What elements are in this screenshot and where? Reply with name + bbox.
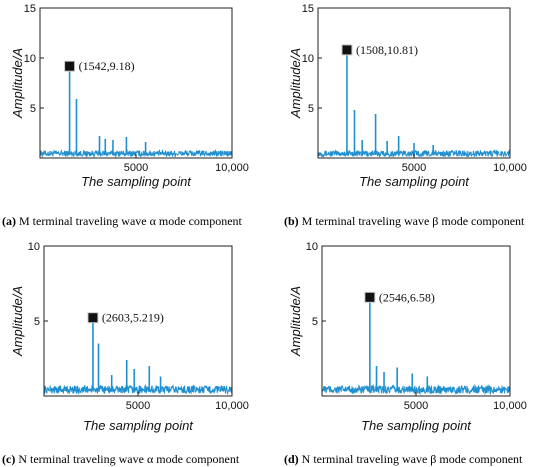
chart-b-ytick-label-1: 10 [302, 53, 314, 65]
chart-panel-d: 5000 10,000 5 10 The sampling point Amplitude… [288, 241, 527, 433]
chart-panel-b: 5000 10,000 5 10 15 The sampling point Amplitu… [288, 3, 527, 189]
chart-b-xtick-label-0: 5000 [402, 162, 426, 174]
chart-d-xtick-label-0: 5000 [404, 400, 428, 412]
caption-d: (d) N terminal traveling wave β mode com… [284, 452, 522, 467]
chart-d-peak-marker [364, 291, 376, 303]
chart-a-y-axis-label: Amplitude/A [10, 48, 25, 119]
chart-b-peak-marker [341, 44, 353, 56]
chart-d-xtick-label-1: 10,000 [493, 400, 527, 412]
chart-a-x-axis-label: The sampling point [81, 174, 192, 189]
chart-c-peak-label: (2603,5.219) [102, 311, 164, 325]
chart-d-plot-frame [321, 245, 511, 397]
chart-a-ytick-label-2: 15 [24, 3, 36, 15]
chart-d-ytick-label-0: 5 [312, 316, 318, 328]
caption-letter-d: (d) [284, 452, 299, 466]
chart-a-ytick-label-1: 10 [24, 53, 36, 65]
chart-d-peak-label: (2546,6.58) [379, 290, 435, 304]
chart-a-signal-trace [39, 148, 233, 159]
chart-c-ytick-label-1: 10 [28, 241, 40, 253]
chart-a-ytick-label-0: 5 [30, 103, 36, 115]
chart-d-y-axis-label: Amplitude/A [288, 286, 303, 357]
caption-letter-b: (b) [284, 214, 299, 228]
chart-b-xtick-label-1: 10,000 [493, 162, 527, 174]
caption-letter-a: (a) [2, 214, 16, 228]
caption-text-d: N terminal traveling wave β mode compone… [301, 452, 523, 466]
chart-b-peak-label: (1508,10.81) [356, 43, 418, 57]
caption-c: (c) N terminal traveling wave α mode com… [2, 452, 239, 467]
chart-panel-c: 5000 10,000 5 10 The sampling point Amplitude… [10, 241, 249, 433]
chart-a-xtick-label-0: 5000 [124, 162, 148, 174]
caption-text-b: M terminal traveling wave β mode compone… [301, 214, 525, 228]
chart-c-xtick-label-1: 10,000 [215, 400, 249, 412]
caption-text-a: M terminal traveling wave α mode compone… [19, 214, 242, 228]
chart-b-y-axis-label: Amplitude/A [288, 48, 303, 119]
chart-b-ytick-label-2: 15 [302, 3, 314, 15]
caption-b: (b) M terminal traveling wave β mode com… [284, 214, 524, 229]
chart-c-x-axis-label: The sampling point [83, 418, 194, 433]
caption-text-c: N terminal traveling wave α mode compone… [18, 452, 240, 466]
chart-b-ytick-label-0: 5 [308, 103, 314, 115]
caption-letter-c: (c) [2, 452, 16, 466]
chart-c-xtick-label-0: 5000 [126, 400, 150, 412]
chart-c-y-axis-label: Amplitude/A [10, 286, 25, 357]
chart-d-x-axis-label: The sampling point [361, 418, 472, 433]
chart-d-ytick-label-1: 10 [306, 241, 318, 253]
chart-a-peak-marker [64, 60, 76, 72]
chart-c-signal-trace [43, 383, 233, 396]
chart-b-x-axis-label: The sampling point [359, 174, 470, 189]
chart-c-ytick-label-0: 5 [34, 316, 40, 328]
chart-panel-a: 5000 10,000 5 10 15 The sampling point Amplitu… [10, 3, 249, 189]
chart-a-peak-label: (1542,9.18) [79, 59, 135, 73]
chart-a-plot-frame [39, 7, 233, 159]
chart-a-xtick-label-1: 10,000 [215, 162, 249, 174]
caption-a: (a) M terminal traveling wave α mode com… [2, 214, 242, 229]
chart-c-peak-marker [87, 312, 99, 324]
